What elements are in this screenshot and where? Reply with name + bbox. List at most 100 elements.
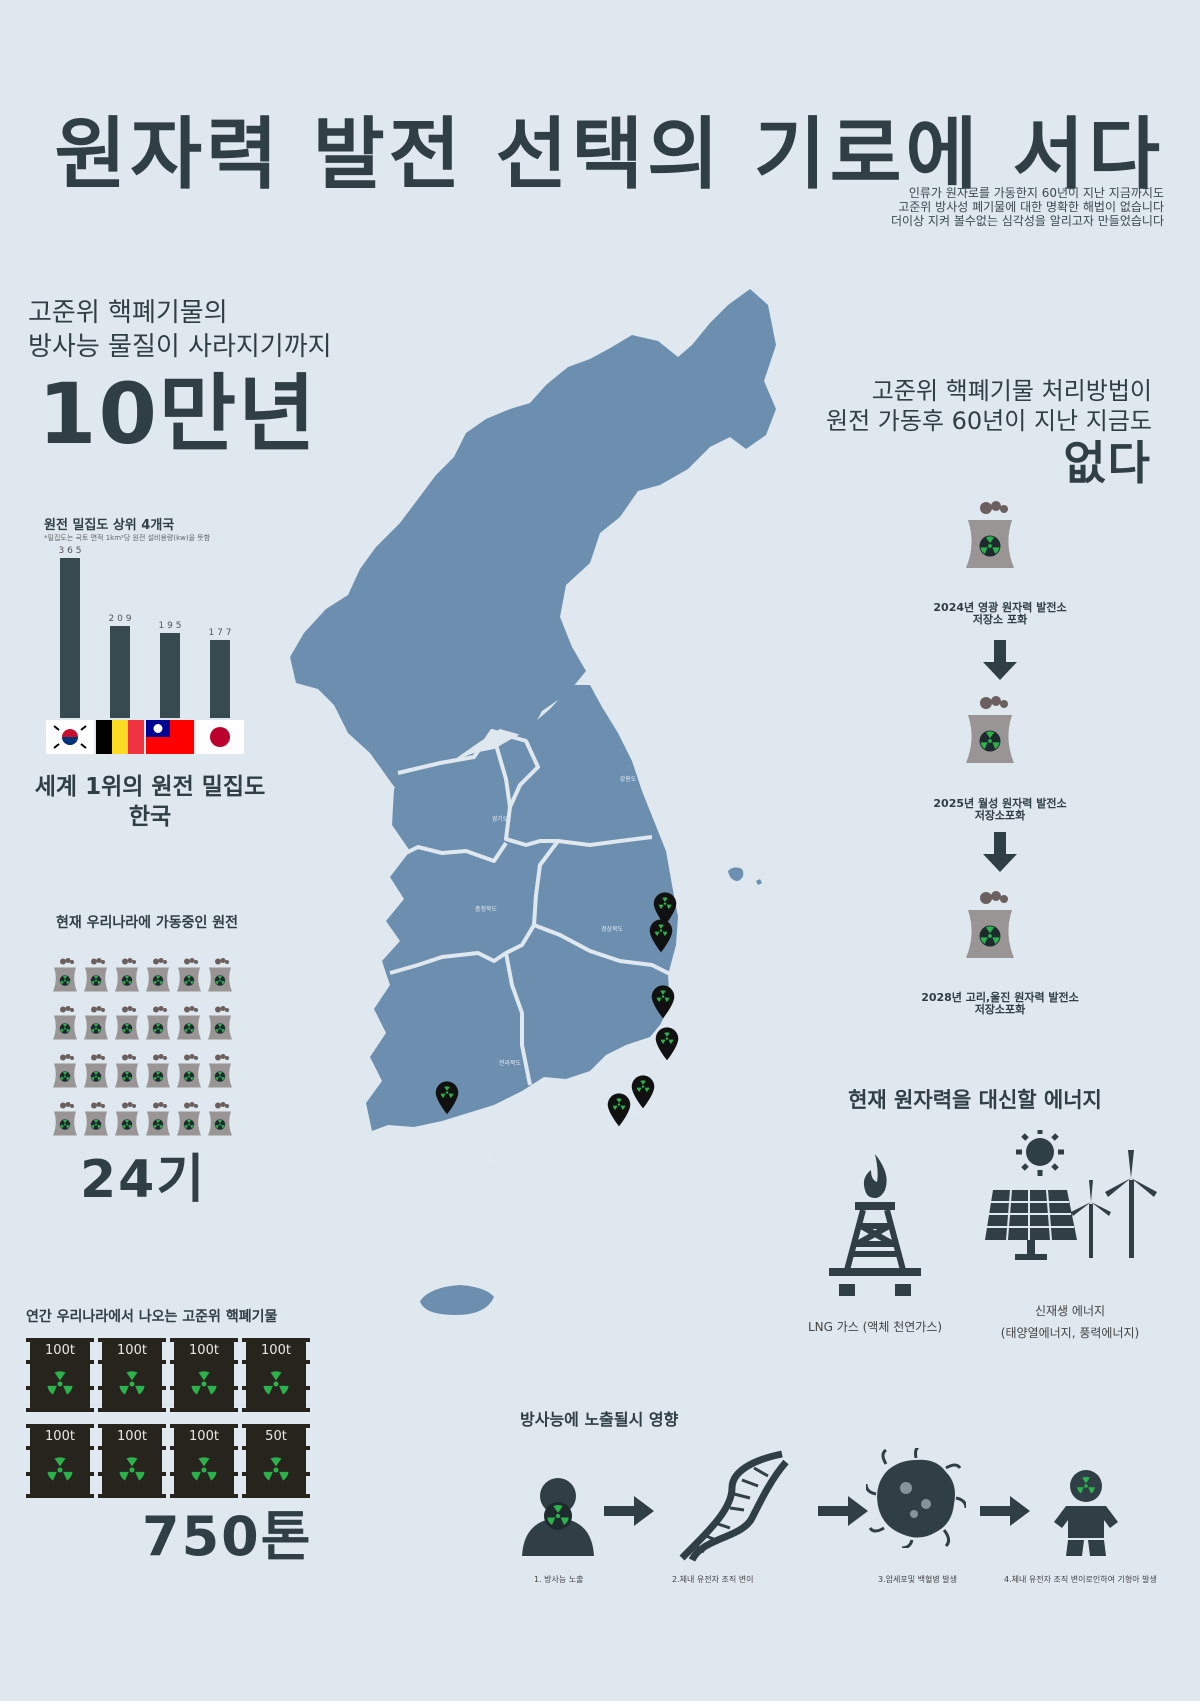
- arrow-right-icon: [980, 1496, 1030, 1526]
- baby-icon: [1054, 1470, 1118, 1556]
- province-borders: [389, 729, 673, 1086]
- region-label: 경기도: [492, 815, 509, 823]
- plant-tower-icon: [81, 1099, 111, 1139]
- plant-tower-icon: [112, 1051, 142, 1091]
- region-label: 전라남도: [473, 1155, 496, 1163]
- plant-tower-icon: [174, 955, 204, 995]
- subtitle-line: 인류가 원자로를 가동한지 60년이 지난 지금까지도: [908, 186, 1164, 200]
- plant-tower-icon: [81, 955, 111, 995]
- plant-tower-icon: [81, 1003, 111, 1043]
- waste-drum: 100t: [170, 1422, 238, 1500]
- waste-title: 연간 우리나라에서 나오는 고준위 핵폐기물: [26, 1309, 278, 1325]
- region-label: 강원도: [620, 775, 637, 783]
- waste-drum: 100t: [98, 1336, 166, 1414]
- plant-tower-icon: [112, 1099, 142, 1139]
- density-bar: [160, 632, 180, 718]
- timeline-item: 2024년 영광 원자력 발전소 저장소 포화: [920, 602, 1080, 626]
- renewable-label-line1: 신재생 에너지: [1034, 1304, 1106, 1318]
- saturation-timeline: 2024년 영광 원자력 발전소 저장소 포화 2025년 월성 원자력 발전소…: [920, 500, 1080, 1020]
- effect-step-label: 1. 방사능 노출: [534, 1575, 584, 1584]
- drum-label: 100t: [45, 1343, 75, 1358]
- density-bar: [60, 558, 80, 718]
- no-solution-section: 고준위 핵폐기물 처리방법이 원전 가동후 60년이 지난 지금도 없다: [826, 376, 1152, 490]
- korea-map: 강원도 경기도 충청북도 경상북도 전라북도 경상남도 전라남도: [290, 289, 776, 1315]
- cancer-cell-icon: [866, 1448, 966, 1548]
- belgium-flag-icon: [96, 720, 144, 754]
- waste-drum: 100t: [26, 1422, 94, 1500]
- waste-drum: 100t: [98, 1422, 166, 1500]
- tower-icon: [960, 500, 1020, 570]
- drum-label: 100t: [189, 1343, 219, 1358]
- arrow-down-icon: [983, 640, 1017, 680]
- plant-tower-icon: [143, 1099, 173, 1139]
- solar-panel-icon: [985, 1189, 1077, 1260]
- halflife-line2: 방사능 물질이 사라지기까지: [28, 332, 332, 362]
- halflife-value: 10만년: [38, 365, 318, 463]
- lng-rig-icon: [829, 1154, 921, 1296]
- renewable-label: 신재생 에너지 (태양열에너지, 풍력에너지): [975, 1300, 1165, 1344]
- halflife-section: 고준위 핵폐기물의 방사능 물질이 사라지기까지 10만년: [28, 296, 332, 462]
- effect-step-label: 2.체내 유전자 조직 변이: [672, 1575, 754, 1584]
- effect-step-label: 4.체내 유전자 조직 변이로인하여 기형아 발생: [1004, 1575, 1157, 1584]
- density-headline-line1: 세계 1위의 원전 밀집도: [34, 774, 266, 800]
- plant-pin-icon: [608, 1093, 631, 1126]
- page-title: 원자력 발전 선택의 기로에 서다: [54, 110, 1164, 200]
- timeline-item-line2: 저장소포화: [974, 1003, 1026, 1016]
- korea-flag-icon: [46, 720, 94, 754]
- density-bar-value: 1 7 7: [208, 628, 232, 639]
- density-bar-chart: 3 6 5 2 0 9 1 9 5 1 7 7: [40, 518, 260, 758]
- dna-icon: [679, 1450, 789, 1562]
- renewable-label-line2: (태양열에너지, 풍력에너지): [1000, 1326, 1140, 1340]
- no-solution-line2: 원전 가동후 60년이 지난 지금도: [825, 407, 1152, 435]
- plant-tower-icon: [50, 1003, 80, 1043]
- waste-value: 750톤: [142, 1505, 313, 1568]
- drum-label: 100t: [117, 1343, 147, 1358]
- waste-drum: 100t: [170, 1336, 238, 1414]
- drum-label: 100t: [117, 1429, 147, 1444]
- plant-tower-icon: [50, 1099, 80, 1139]
- taiwan-flag-icon: [146, 720, 194, 754]
- waste-drum: 50t: [242, 1422, 310, 1500]
- plant-tower-icon: [112, 955, 142, 995]
- wind-turbine-icon: [1071, 1150, 1157, 1258]
- region-label: 전라북도: [499, 1059, 522, 1067]
- operating-towers: [50, 955, 240, 1147]
- effects-title: 방사능에 노출될시 영향: [520, 1410, 679, 1429]
- plant-tower-icon: [50, 1051, 80, 1091]
- alternatives-title: 현재 원자력을 대신할 에너지: [848, 1088, 1102, 1112]
- plant-tower-icon: [143, 1003, 173, 1043]
- drum-label: 100t: [45, 1429, 75, 1444]
- renewable-energy-icon: [985, 1130, 1157, 1260]
- north-korea-shape: [290, 289, 776, 797]
- density-note: *밀집도는 국토 면적 1km²당 원전 설비용량(kw)을 뜻함: [44, 534, 211, 542]
- drum-label: 100t: [189, 1429, 219, 1444]
- region-label: 충청북도: [475, 905, 498, 913]
- plant-pin-icon: [632, 1075, 655, 1108]
- plant-tower-icon: [205, 1003, 235, 1043]
- subtitle-line: 더이상 지켜 볼수없는 심각성을 알리고자 만들었습니다: [891, 214, 1164, 228]
- dokdo-island: [756, 879, 762, 885]
- halflife-line1: 고준위 핵폐기물의: [28, 298, 228, 328]
- plant-tower-icon: [174, 1003, 204, 1043]
- effect-step-label: 3.암세포및 백혈병 발생: [878, 1575, 957, 1584]
- plant-tower-icon: [205, 1099, 235, 1139]
- lng-label: LNG 가스 (액체 천연가스): [807, 1320, 943, 1334]
- timeline-item-line1: 2025년 월성 원자력 발전소: [933, 797, 1067, 810]
- timeline-item-line2: 저장소포화: [974, 809, 1026, 822]
- plant-tower-icon: [205, 955, 235, 995]
- page-subtitle: 인류가 원자로를 가동한지 60년이 지난 지금까지도 고준위 방사성 폐기물에…: [644, 186, 1164, 228]
- drum-label: 100t: [261, 1343, 291, 1358]
- arrow-right-icon: [818, 1496, 868, 1526]
- timeline-item-line1: 2024년 영광 원자력 발전소: [933, 601, 1067, 614]
- subtitle-line: 고준위 방사성 폐기물에 대한 명확한 해법이 없습니다: [898, 200, 1164, 214]
- drum-label: 50t: [265, 1429, 287, 1444]
- plant-tower-icon: [143, 955, 173, 995]
- plant-pin-icon: [656, 1027, 679, 1060]
- timeline-item-line2: 저장소 포화: [972, 613, 1028, 626]
- south-korea-shape: [366, 685, 678, 1131]
- ulleung-island: [728, 867, 744, 881]
- operating-title: 현재 우리나라에 가동중인 원전: [56, 915, 239, 931]
- region-label: 경상북도: [601, 925, 624, 933]
- density-headline: 세계 1위의 원전 밀집도 한국: [20, 772, 280, 832]
- plant-tower-icon: [143, 1051, 173, 1091]
